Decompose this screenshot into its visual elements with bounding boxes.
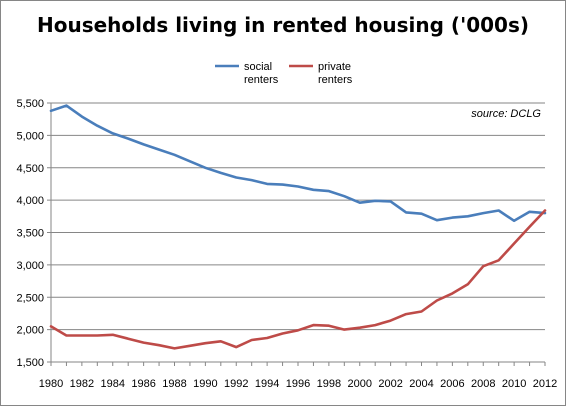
y-tick-label: 5,000 <box>16 130 44 142</box>
x-tick-label: 2010 <box>502 378 526 390</box>
x-tick-labels: 1980 1982 1984 1986 1988 1990 1992 1994 1996 1998… <box>39 378 557 390</box>
x-tick-label: 2002 <box>378 378 402 390</box>
y-tick-label: 2,000 <box>16 325 44 337</box>
series-line-0 <box>51 106 545 221</box>
x-tick-label: 2008 <box>471 378 495 390</box>
x-tick-label: 1988 <box>162 378 186 390</box>
y-tick-label: 4,000 <box>16 195 44 207</box>
x-tick-label: 1994 <box>255 378 279 390</box>
y-tick-label: 5,500 <box>16 98 44 110</box>
axes <box>47 103 545 366</box>
legend-label-0: social <box>244 61 272 73</box>
legend-label-1: private <box>318 61 351 73</box>
y-tick-label: 3,000 <box>16 260 44 272</box>
legend-label-0: renters <box>244 74 279 86</box>
x-tick-label: 2000 <box>348 378 372 390</box>
legend-label-1: renters <box>318 74 353 86</box>
x-tick-label: 1990 <box>193 378 217 390</box>
x-tick-label: 1996 <box>286 378 310 390</box>
y-tick-label: 1,500 <box>16 357 44 369</box>
x-tick-label: 1992 <box>224 378 248 390</box>
x-tick-label: 1998 <box>317 378 341 390</box>
x-tick-label: 1982 <box>70 378 94 390</box>
x-tick-label: 2006 <box>440 378 464 390</box>
x-tick-label: 1984 <box>101 378 125 390</box>
series-line-1 <box>51 211 545 349</box>
y-tick-label: 4,500 <box>16 163 44 175</box>
series-lines <box>51 106 545 349</box>
x-tick-label: 2012 <box>533 378 557 390</box>
y-tick-labels: 1,500 2,000 2,500 3,000 3,500 4,000 4,500 5,000… <box>16 98 44 369</box>
x-tick-label: 2004 <box>409 378 433 390</box>
y-tick-label: 2,500 <box>16 292 44 304</box>
x-tick-label: 1986 <box>131 378 155 390</box>
source-annotation: source: DCLG <box>471 108 541 120</box>
x-tick-label: 1980 <box>39 378 63 390</box>
y-tick-label: 3,500 <box>16 228 44 240</box>
